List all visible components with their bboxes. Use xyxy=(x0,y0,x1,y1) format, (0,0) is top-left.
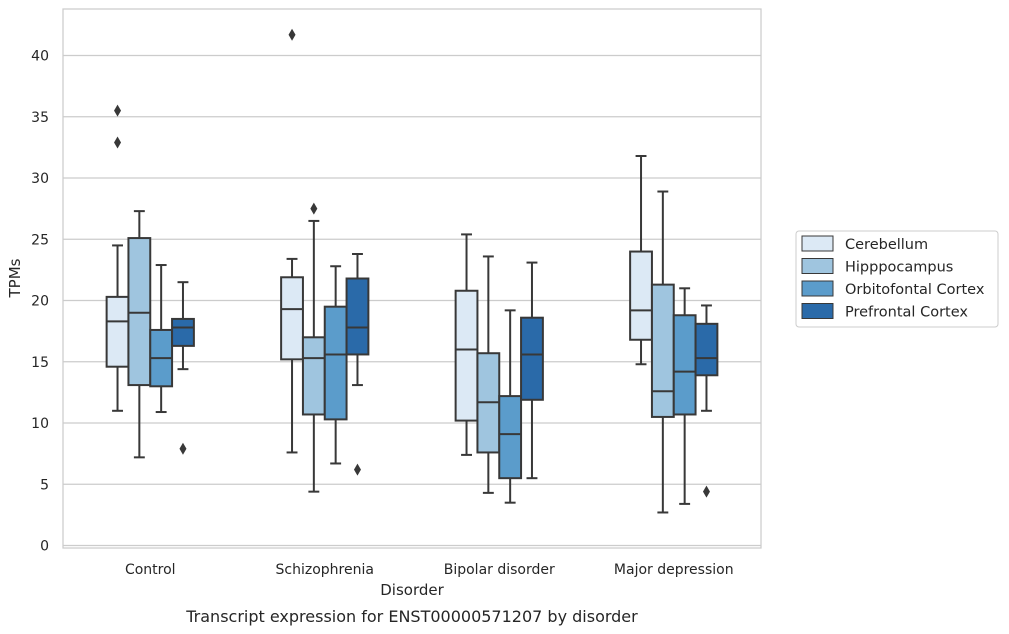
box xyxy=(127,237,152,387)
x-tick-label: Major depression xyxy=(614,562,734,578)
y-tick-label: 25 xyxy=(31,232,49,248)
box xyxy=(694,322,719,377)
box xyxy=(301,336,326,416)
box-group xyxy=(650,190,675,514)
box xyxy=(171,317,195,347)
chart-caption: Transcript expression for ENST0000057120… xyxy=(185,607,638,626)
y-tick-label: 10 xyxy=(31,416,49,432)
y-tick-label: 15 xyxy=(31,355,49,371)
boxes xyxy=(105,28,719,514)
box-group xyxy=(672,287,697,505)
box-group xyxy=(149,264,174,414)
box xyxy=(323,305,348,421)
outlier-point xyxy=(114,104,122,117)
y-tick-label: 40 xyxy=(31,49,49,65)
y-axis-ticks: 0 5 10 15 20 25 30 35 40 xyxy=(31,49,49,555)
box-group xyxy=(629,155,653,366)
legend-label: Hipppocampus xyxy=(845,260,953,276)
outlier-point xyxy=(310,202,318,215)
box-group xyxy=(498,309,523,504)
box-group xyxy=(301,202,326,493)
box-group xyxy=(280,28,304,454)
box-group xyxy=(520,261,544,480)
y-tick-label: 0 xyxy=(40,539,49,555)
outlier-point xyxy=(179,442,187,455)
box-group xyxy=(127,210,152,459)
box-group xyxy=(454,233,479,456)
box-group xyxy=(323,265,348,465)
x-tick-label: Bipolar disorder xyxy=(444,562,555,578)
outlier-point xyxy=(353,463,361,476)
legend-swatch xyxy=(801,235,834,252)
x-tick-label: Control xyxy=(125,562,176,578)
box xyxy=(672,314,697,416)
legend-label: Cerebellum xyxy=(845,237,928,253)
legend-swatch xyxy=(801,258,834,274)
x-tick-label: Schizophrenia xyxy=(276,562,374,578)
legend-swatch xyxy=(801,303,834,319)
box xyxy=(454,289,479,422)
box-group xyxy=(345,253,370,476)
x-axis-ticks: Control Schizophrenia Bipolar disorder Majo… xyxy=(125,562,734,578)
plot-frame xyxy=(62,8,762,549)
box xyxy=(280,276,304,361)
y-tick-label: 20 xyxy=(31,294,49,310)
outlier-point xyxy=(288,28,296,41)
legend-label: Orbitofontal Cortex xyxy=(845,282,985,298)
box-group xyxy=(171,281,195,455)
box xyxy=(498,395,523,480)
y-tick-label: 35 xyxy=(31,110,49,126)
legend: Cerebellum Hipppocampus Orbitofontal Corte… xyxy=(795,230,999,328)
box xyxy=(520,316,544,401)
y-tick-label: 30 xyxy=(31,171,49,187)
box xyxy=(650,283,675,418)
box xyxy=(345,277,370,356)
outlier-point xyxy=(114,136,122,149)
grid-lines xyxy=(63,54,761,547)
box xyxy=(629,250,653,341)
outlier-point xyxy=(702,485,710,498)
x-axis-label: Disorder xyxy=(380,581,444,599)
y-axis-label: TPMs xyxy=(6,258,24,298)
legend-label: Prefrontal Cortex xyxy=(845,305,968,321)
box-group xyxy=(476,255,501,494)
box-group xyxy=(105,104,130,412)
legend-frame xyxy=(795,230,999,328)
box-group xyxy=(694,304,719,498)
box xyxy=(105,295,130,368)
y-tick-label: 5 xyxy=(40,477,49,493)
legend-swatch xyxy=(801,280,834,297)
